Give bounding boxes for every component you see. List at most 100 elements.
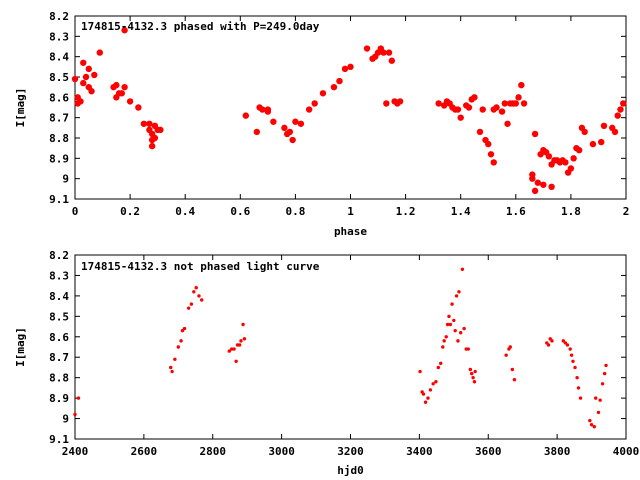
phased-data-point (520, 100, 528, 107)
phased-data-point (113, 81, 120, 89)
unphased-data-point (179, 339, 183, 343)
phased-y-tick-label: 8.2 (49, 10, 69, 23)
phased-data-point (121, 83, 128, 91)
phased-data-point (242, 112, 250, 119)
phased-data-point (80, 79, 87, 87)
unphased-data-point (575, 375, 579, 380)
phased-data-point (289, 136, 296, 144)
phased-x-tick-label: 0 (72, 205, 79, 218)
phased-x-tick-label: 0.2 (120, 205, 140, 218)
phased-data-point (91, 71, 98, 79)
phased-x-tick-label: 0.4 (175, 205, 195, 218)
unphased-data-point (227, 349, 231, 353)
phased-data-point (292, 118, 299, 125)
unphased-data-point (182, 326, 187, 331)
unphased-x-tick-label: 3200 (337, 445, 364, 458)
unphased-data-point (186, 306, 191, 310)
unphased-data-point (568, 347, 572, 351)
phased-data-point (82, 73, 90, 81)
unphased-x-tick-label: 4000 (613, 445, 640, 458)
unphased-data-point (573, 365, 577, 370)
phased-x-tick-label: 1.6 (506, 205, 526, 218)
phased-data-point (457, 114, 464, 121)
unphased-data-point (468, 367, 473, 372)
phased-data-point (311, 100, 318, 107)
unphased-data-point (448, 322, 453, 327)
phased-plot-title: 174815-4132.3 phased with P=249.0day (81, 20, 320, 33)
phased-data-point (575, 147, 583, 154)
phased-data-point (548, 183, 555, 190)
phased-data-point (454, 106, 462, 113)
unphased-plot-title: 174815-4132.3 not phased light curve (81, 260, 320, 273)
unphased-data-point (450, 302, 454, 306)
phased-data-point (270, 118, 277, 125)
phased-data-point (501, 100, 508, 107)
unphased-data-point (241, 322, 245, 327)
unphased-data-point (194, 286, 198, 290)
phased-data-point (490, 159, 497, 166)
unphased-data-point (426, 396, 430, 400)
phased-data-point (118, 90, 126, 97)
phased-x-axis-label: phase (334, 225, 367, 238)
unphased-x-tick-label: 2400 (62, 445, 89, 458)
unphased-data-point (436, 365, 441, 370)
phased-data-point (347, 63, 354, 71)
unphased-data-point (571, 359, 575, 364)
phased-x-tick-label: 1.8 (561, 205, 581, 218)
phased-data-point (126, 98, 134, 105)
phased-data-point (80, 59, 87, 66)
phased-data-point (148, 142, 156, 150)
phased-data-point (383, 100, 390, 107)
unphased-data-point (602, 371, 607, 376)
unphased-data-point (176, 345, 181, 349)
unphased-y-tick-label: 8.4 (49, 290, 69, 303)
phased-data-point (498, 108, 506, 115)
phased-data-point (589, 140, 597, 148)
unphased-y-tick-label: 8.9 (49, 392, 69, 405)
unphased-plot-frame (74, 254, 627, 440)
unphased-data-point (444, 335, 448, 339)
phased-data-point (77, 98, 84, 105)
phased-data-point (512, 100, 519, 107)
unphased-data-point (73, 412, 77, 417)
phased-data-point (319, 90, 327, 97)
unphased-data-point (593, 396, 598, 400)
phased-data-point (611, 128, 619, 136)
phased-data-point (545, 153, 553, 160)
phased-data-point (504, 120, 511, 127)
unphased-data-point (471, 375, 475, 380)
unphased-y-axis-label: I[mag] (14, 327, 27, 367)
phased-data-point (581, 128, 588, 136)
unphased-data-point (592, 425, 597, 429)
unphased-data-point (421, 392, 426, 396)
unphased-y-tick-label: 8.3 (49, 269, 69, 282)
phased-y-tick-label: 8.8 (49, 132, 69, 145)
unphased-data-point (466, 347, 470, 351)
unphased-data-point (239, 339, 243, 343)
unphased-data-point (512, 378, 517, 382)
phased-light-curve-plot: 0 0.2 0.4 0.6 0.8 1 1.2 1.4 1.6 1.8 2 8.2 8.3 8.4 8.5 8… (14, 10, 629, 238)
phased-data-point (598, 138, 605, 146)
phased-data-point (157, 126, 164, 134)
unphased-data-point (504, 353, 508, 357)
unphased-data-point (439, 361, 443, 366)
phased-data-point (281, 124, 288, 132)
unphased-y-tick-label: 9.1 (49, 433, 69, 446)
unphased-data-point (546, 343, 551, 347)
phased-y-tick-label: 8.6 (49, 91, 69, 104)
unphased-x-tick-label: 2800 (200, 445, 227, 458)
phased-plot-frame (74, 15, 627, 200)
unphased-x-tick-label: 3000 (268, 445, 295, 458)
phased-y-tick-label: 8.9 (49, 152, 69, 165)
unphased-data-point (459, 330, 463, 335)
phased-x-tick-label: 2 (623, 205, 630, 218)
phased-data-point (479, 106, 486, 113)
unphased-data-point (510, 367, 515, 372)
unphased-data-point (197, 294, 201, 298)
phased-data-point (336, 77, 343, 85)
unphased-data-point (192, 290, 196, 294)
phased-data-point (253, 128, 261, 136)
unphased-data-point (460, 267, 465, 272)
unphased-x-tick-label: 3800 (544, 445, 571, 458)
